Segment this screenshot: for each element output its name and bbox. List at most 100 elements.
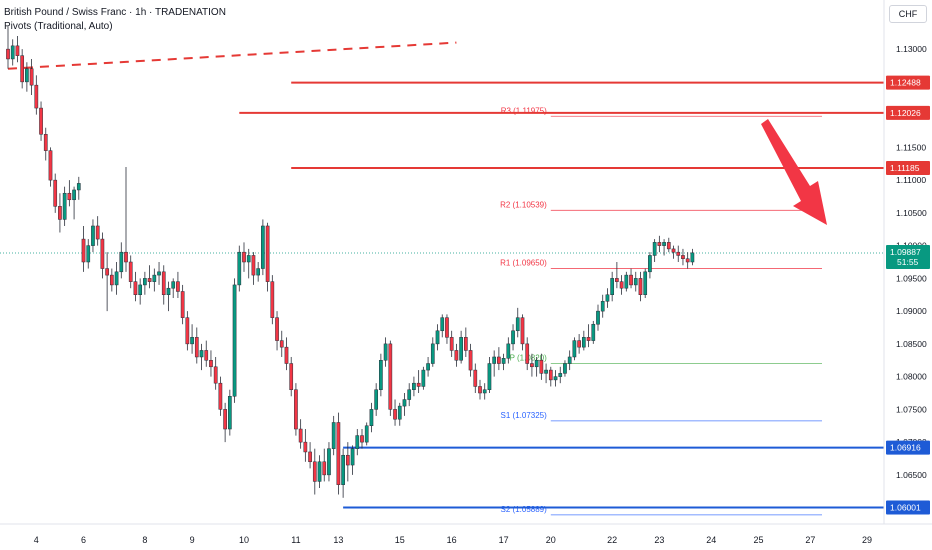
- candle: [180, 291, 185, 318]
- candle: [25, 68, 29, 83]
- candle: [520, 317, 525, 345]
- candle: [298, 428, 303, 443]
- time-tick-label: 20: [546, 535, 556, 545]
- symbol-title[interactable]: British Pound / Swiss Franc · 1h · TRADE…: [4, 7, 226, 18]
- candle: [119, 251, 124, 273]
- candle: [473, 369, 478, 387]
- candle: [251, 255, 256, 276]
- candle: [105, 268, 109, 276]
- time-tick-label: 22: [607, 535, 617, 545]
- candle: [412, 382, 416, 390]
- candle: [67, 192, 72, 201]
- candle: [303, 441, 308, 453]
- time-tick-label: 13: [333, 535, 343, 545]
- price-tick-label: 1.09500: [896, 273, 927, 283]
- pivot-label-s2: S2 (1.05889): [501, 505, 548, 514]
- candle: [591, 323, 596, 341]
- candle: [393, 409, 397, 420]
- candle: [39, 107, 43, 135]
- candle: [100, 238, 105, 269]
- candle: [402, 399, 407, 407]
- candle: [86, 245, 91, 263]
- level-tag-3: [886, 440, 930, 455]
- candle: [265, 225, 270, 282]
- candle: [147, 278, 152, 282]
- candle: [421, 369, 426, 387]
- candle: [416, 382, 421, 387]
- candle: [270, 281, 275, 318]
- price-tick-label: 1.07500: [896, 404, 927, 414]
- candle: [454, 350, 459, 361]
- candle: [199, 350, 204, 358]
- level-tag-2: [886, 161, 930, 176]
- candle: [515, 317, 520, 332]
- candle: [600, 301, 605, 312]
- price-tick-label: 1.06500: [896, 470, 927, 480]
- candle: [355, 435, 360, 449]
- candle: [261, 225, 265, 269]
- candle: [232, 284, 237, 397]
- candle: [341, 454, 345, 485]
- candle: [539, 360, 544, 374]
- candle: [204, 350, 209, 361]
- candle: [572, 340, 577, 358]
- candle: [440, 317, 445, 332]
- pivot-label-r3: R3 (1.11975): [501, 106, 547, 115]
- candle: [449, 337, 454, 351]
- pivot-label-r2: R2 (1.10539): [500, 200, 547, 209]
- candle: [487, 363, 492, 390]
- candle: [648, 255, 652, 273]
- candle: [322, 461, 327, 476]
- indicator-label[interactable]: Pivots (Traditional, Auto): [4, 21, 113, 32]
- candle: [308, 451, 312, 463]
- candle: [445, 317, 449, 338]
- candle: [289, 363, 294, 390]
- candle: [34, 84, 39, 109]
- candle: [124, 251, 128, 263]
- time-tick-label: 24: [706, 535, 716, 545]
- candle: [350, 448, 355, 466]
- candle: [227, 396, 232, 430]
- candle: [468, 350, 473, 371]
- candle: [43, 134, 48, 151]
- level-tag-label: 1.12488: [890, 78, 921, 88]
- candle: [6, 48, 10, 60]
- chart-legend: British Pound / Swiss Franc · 1h · TRADE…: [4, 6, 226, 34]
- level-tag-label: 1.06916: [890, 443, 921, 453]
- candle: [128, 261, 133, 282]
- candle: [511, 330, 515, 345]
- level-tag-0: [886, 75, 930, 90]
- candle: [95, 225, 100, 240]
- candle: [369, 409, 374, 426]
- candle: [525, 343, 530, 364]
- candle: [397, 405, 402, 420]
- candle: [633, 278, 638, 286]
- candle: [72, 189, 76, 201]
- candle: [662, 242, 666, 246]
- candle: [492, 356, 497, 364]
- candle: [676, 251, 681, 256]
- pivot-label-r1: R1 (1.09650): [500, 259, 547, 268]
- candle: [482, 389, 487, 394]
- candle: [610, 278, 615, 295]
- candle: [190, 337, 194, 345]
- current-price-label: 1.09887: [890, 247, 921, 257]
- candle: [15, 45, 20, 56]
- candle: [657, 242, 662, 246]
- price-tick-label: 1.08500: [896, 339, 927, 349]
- candle: [652, 242, 657, 256]
- candle: [624, 274, 629, 289]
- candle: [383, 343, 388, 361]
- time-tick-label: 4: [34, 535, 39, 545]
- candle: [275, 317, 279, 341]
- candle: [563, 363, 567, 374]
- price-tick-label: 1.11000: [896, 175, 926, 185]
- trendline-dashed: [7, 41, 457, 70]
- pivot-label-s1: S1 (1.07325): [501, 411, 548, 420]
- currency-button[interactable]: CHF: [889, 5, 927, 23]
- candle: [237, 251, 242, 286]
- time-tick-label: 17: [499, 535, 509, 545]
- candle: [279, 340, 284, 348]
- candle: [176, 281, 180, 292]
